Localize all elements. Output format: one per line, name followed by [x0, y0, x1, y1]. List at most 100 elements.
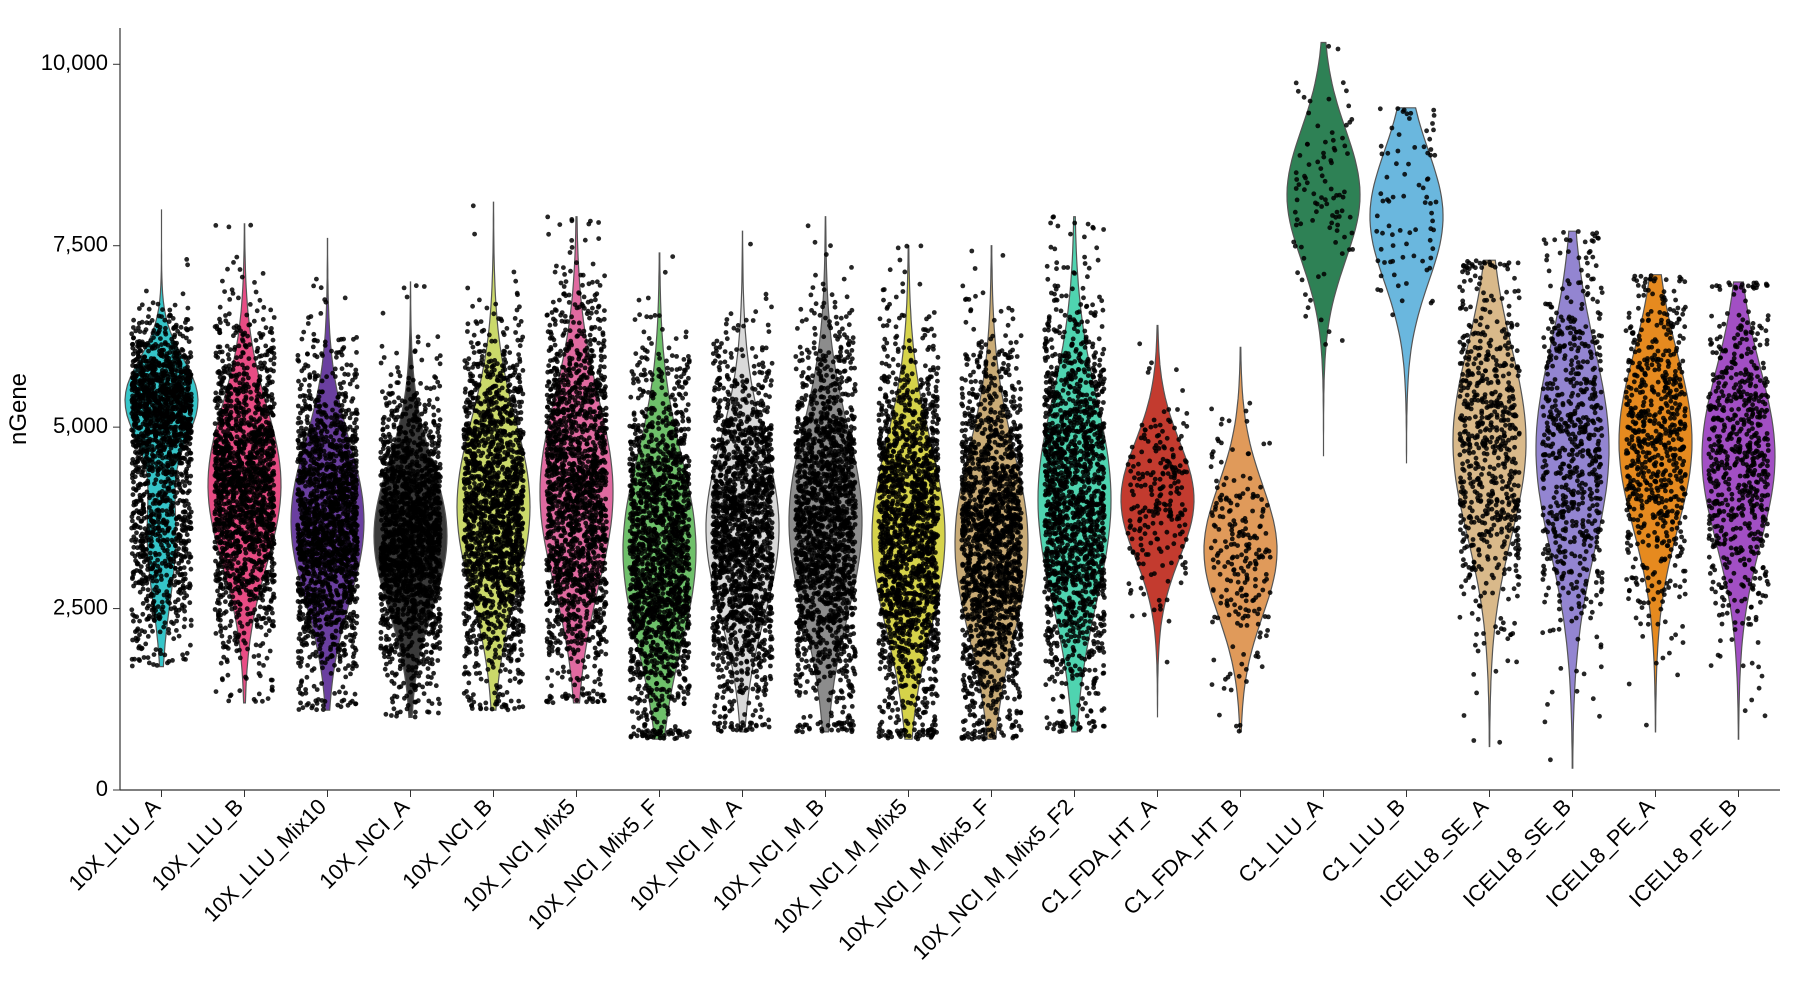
data-point [219, 378, 224, 383]
data-point [332, 663, 337, 668]
data-point [256, 539, 261, 544]
data-point [187, 436, 192, 441]
data-point [252, 363, 257, 368]
data-point [319, 555, 324, 560]
data-point [214, 396, 219, 401]
data-point [298, 701, 303, 706]
data-point [311, 612, 316, 617]
data-point [164, 421, 169, 426]
data-point [257, 392, 262, 397]
data-point [319, 681, 324, 686]
data-point [315, 519, 320, 524]
data-point [130, 664, 135, 669]
data-point [258, 361, 263, 366]
x-tick-label: C1_LLU_A [1233, 794, 1327, 888]
data-point [258, 491, 263, 496]
data-point [300, 692, 305, 697]
data-point [349, 589, 354, 594]
data-point [253, 699, 258, 704]
data-point [246, 580, 251, 585]
data-point [303, 484, 308, 489]
data-point [345, 362, 350, 367]
data-point [272, 401, 277, 406]
data-point [343, 412, 348, 417]
data-point [258, 568, 263, 573]
data-point [336, 668, 341, 673]
data-point [222, 440, 227, 445]
data-point [229, 693, 234, 698]
data-point [269, 599, 274, 604]
data-point [223, 513, 228, 518]
data-point [241, 638, 246, 643]
data-point [255, 432, 260, 437]
data-point [263, 621, 268, 626]
data-point [241, 536, 246, 541]
data-point [233, 576, 238, 581]
data-point [157, 552, 162, 557]
data-point [220, 391, 225, 396]
data-point [163, 620, 168, 625]
data-point [241, 377, 246, 382]
data-point [334, 620, 339, 625]
data-point [231, 260, 236, 265]
data-point [246, 461, 251, 466]
data-point [301, 521, 306, 526]
data-point [187, 431, 192, 436]
data-point [353, 646, 358, 651]
data-point [330, 408, 335, 413]
data-point [302, 577, 307, 582]
data-point [160, 528, 165, 533]
data-point [169, 564, 174, 569]
data-point [230, 470, 235, 475]
data-point [239, 461, 244, 466]
data-point [181, 510, 186, 515]
data-point [237, 513, 242, 518]
data-point [303, 687, 308, 692]
data-point [258, 605, 263, 610]
data-point [173, 600, 178, 605]
data-point [334, 588, 339, 593]
data-point [146, 587, 151, 592]
data-point [146, 655, 151, 660]
data-point [178, 426, 183, 431]
data-point [314, 277, 319, 282]
data-point [169, 362, 174, 367]
data-point [153, 391, 158, 396]
data-point [215, 370, 220, 375]
data-point [132, 385, 137, 390]
data-point [152, 561, 157, 566]
data-point [131, 429, 136, 434]
data-point [139, 348, 144, 353]
data-point [250, 431, 255, 436]
data-point [220, 496, 225, 501]
data-point [137, 306, 142, 311]
data-point [218, 488, 223, 493]
data-point [137, 619, 142, 624]
data-point [131, 470, 136, 475]
data-point [337, 611, 342, 616]
data-point [313, 374, 318, 379]
data-point [233, 631, 238, 636]
data-point [137, 386, 142, 391]
data-point [254, 441, 259, 446]
data-point [340, 540, 345, 545]
data-point [158, 500, 163, 505]
data-point [140, 373, 145, 378]
data-point [145, 535, 150, 540]
data-point [184, 467, 189, 472]
data-point [324, 552, 329, 557]
data-point [246, 408, 251, 413]
data-point [158, 539, 163, 544]
data-point [168, 453, 173, 458]
data-point [160, 408, 165, 413]
data-point [323, 548, 328, 553]
data-point [133, 349, 138, 354]
data-point [240, 275, 245, 280]
data-point [251, 575, 256, 580]
data-point [213, 445, 218, 450]
data-point [164, 540, 169, 545]
data-point [348, 382, 353, 387]
data-point [189, 623, 194, 628]
data-point [243, 675, 248, 680]
data-point [184, 593, 189, 598]
